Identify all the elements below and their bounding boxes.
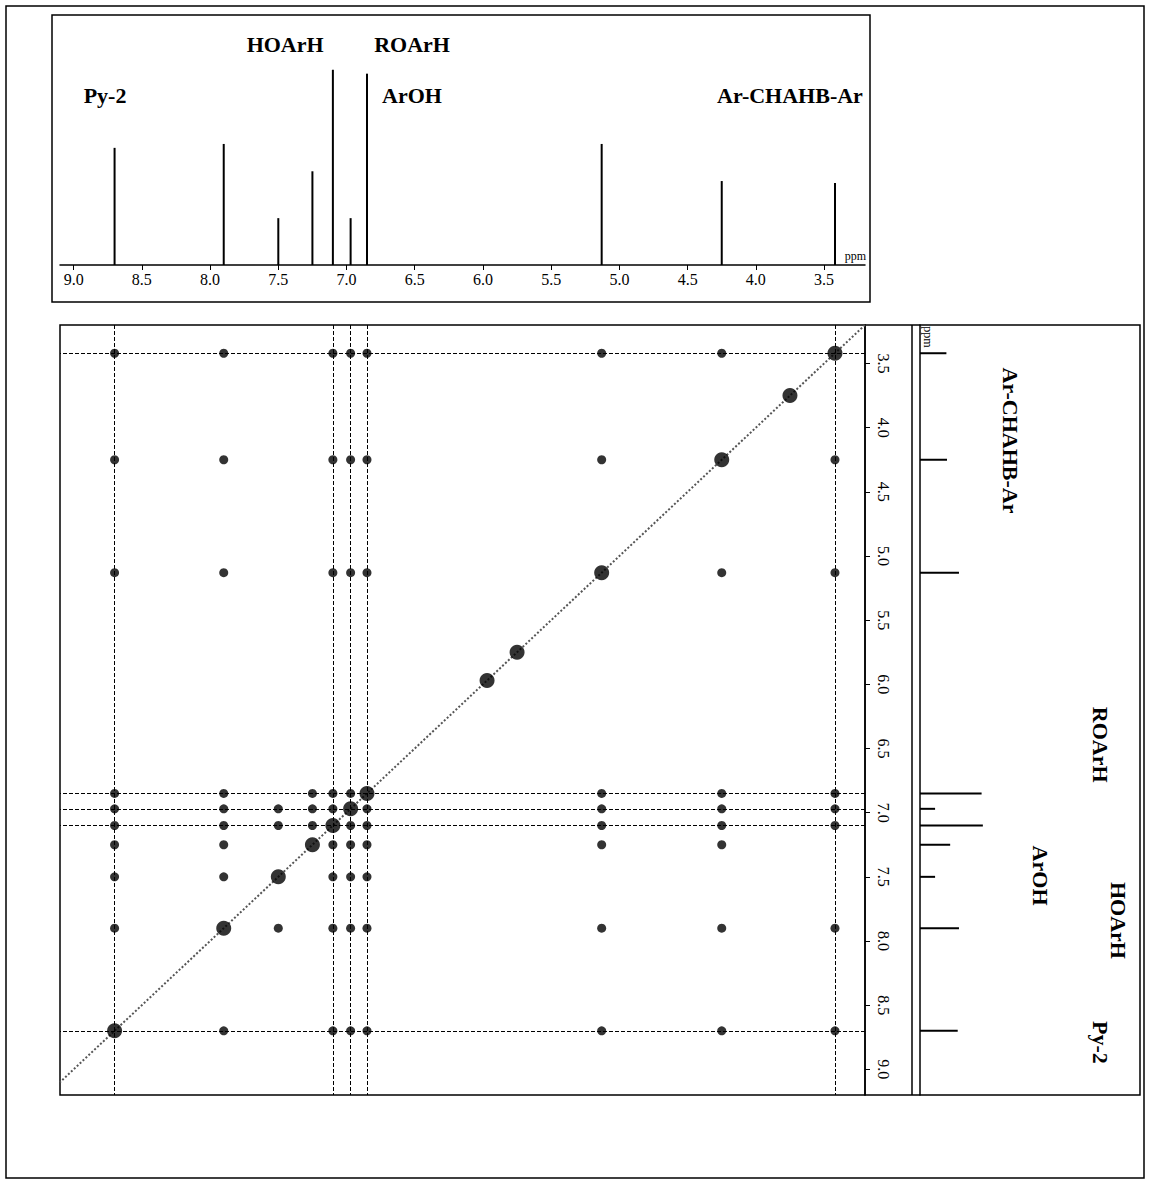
svg-text:ppm: ppm [921, 326, 935, 348]
svg-text:7.0: 7.0 [337, 271, 357, 288]
svg-text:Ar-CHAHB-Ar: Ar-CHAHB-Ar [998, 368, 1023, 514]
svg-text:ArOH: ArOH [382, 83, 442, 108]
svg-text:4.0: 4.0 [746, 271, 766, 288]
svg-text:6.0: 6.0 [875, 674, 892, 694]
svg-text:ArOH: ArOH [1028, 846, 1053, 906]
svg-text:9.0: 9.0 [875, 1059, 892, 1079]
svg-text:ROArH: ROArH [1088, 707, 1113, 783]
svg-text:4.5: 4.5 [678, 271, 698, 288]
svg-text:3.5: 3.5 [875, 354, 892, 374]
svg-text:7.5: 7.5 [875, 867, 892, 887]
svg-text:4.5: 4.5 [875, 482, 892, 502]
svg-text:5.0: 5.0 [875, 546, 892, 566]
svg-text:8.0: 8.0 [200, 271, 220, 288]
svg-text:5.5: 5.5 [875, 610, 892, 630]
svg-text:6.0: 6.0 [473, 271, 493, 288]
svg-text:3.5: 3.5 [814, 271, 834, 288]
svg-text:5.5: 5.5 [541, 271, 561, 288]
svg-text:Ar-CHAHB-Ar: Ar-CHAHB-Ar [717, 83, 863, 108]
svg-text:7.5: 7.5 [268, 271, 288, 288]
svg-text:8.5: 8.5 [132, 271, 152, 288]
svg-text:6.5: 6.5 [405, 271, 425, 288]
svg-text:Py-2: Py-2 [84, 83, 127, 108]
svg-text:ppm: ppm [845, 249, 867, 263]
svg-text:HOArH: HOArH [1106, 882, 1131, 959]
svg-text:ROArH: ROArH [374, 32, 450, 57]
svg-text:9.0: 9.0 [64, 271, 84, 288]
svg-text:Py-2: Py-2 [1088, 1021, 1113, 1064]
svg-text:8.0: 8.0 [875, 931, 892, 951]
svg-text:5.0: 5.0 [609, 271, 629, 288]
svg-text:HOArH: HOArH [247, 32, 324, 57]
svg-text:6.5: 6.5 [875, 739, 892, 759]
svg-text:7.0: 7.0 [875, 803, 892, 823]
svg-text:8.5: 8.5 [875, 995, 892, 1015]
svg-text:4.0: 4.0 [875, 418, 892, 438]
